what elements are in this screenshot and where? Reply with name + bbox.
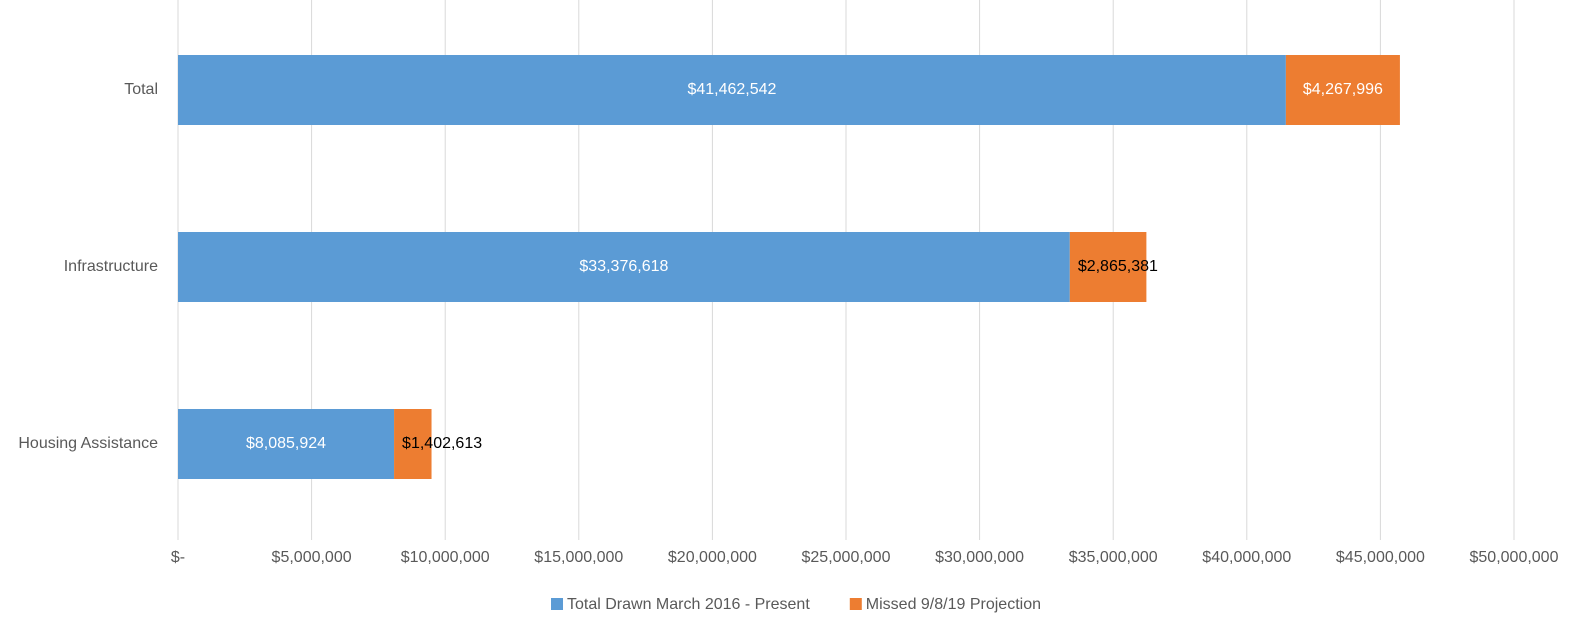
x-tick-label: $5,000,000 xyxy=(272,549,352,566)
bar-segment xyxy=(178,232,1070,302)
y-tick-label: Infrastructure xyxy=(64,258,158,275)
bar-segment xyxy=(178,409,395,479)
data-label: $2,865,381 xyxy=(1078,258,1158,275)
x-tick-label: $15,000,000 xyxy=(534,549,623,566)
data-label: $4,267,996 xyxy=(1303,81,1383,98)
x-tick-label: $25,000,000 xyxy=(802,549,891,566)
data-label: $33,376,618 xyxy=(579,258,668,275)
legend-swatch xyxy=(849,598,862,610)
x-tick-label: $40,000,000 xyxy=(1202,549,1291,566)
x-tick-label: $35,000,000 xyxy=(1069,549,1158,566)
x-tick-label: $45,000,000 xyxy=(1336,549,1425,566)
bar-segment xyxy=(178,55,1286,125)
x-tick-label: $10,000,000 xyxy=(401,549,490,566)
legend-label: Missed 9/8/19 Projection xyxy=(866,596,1041,613)
x-tick-label: $- xyxy=(171,549,185,566)
data-label: $41,462,542 xyxy=(687,81,776,98)
x-tick-label: $50,000,000 xyxy=(1470,549,1559,566)
bar-segment xyxy=(1285,55,1400,125)
x-tick-label: $20,000,000 xyxy=(668,549,757,566)
legend-swatch xyxy=(551,598,564,610)
y-tick-label: Total xyxy=(124,81,158,98)
legend-label: Total Drawn March 2016 - Present xyxy=(567,596,810,613)
y-tick-label: Housing Assistance xyxy=(18,435,158,452)
bar-segment xyxy=(1069,232,1147,302)
x-tick-label: $30,000,000 xyxy=(935,549,1024,566)
data-label: $1,402,613 xyxy=(402,435,482,452)
bar-segment xyxy=(394,409,432,479)
data-label: $8,085,924 xyxy=(246,435,326,452)
